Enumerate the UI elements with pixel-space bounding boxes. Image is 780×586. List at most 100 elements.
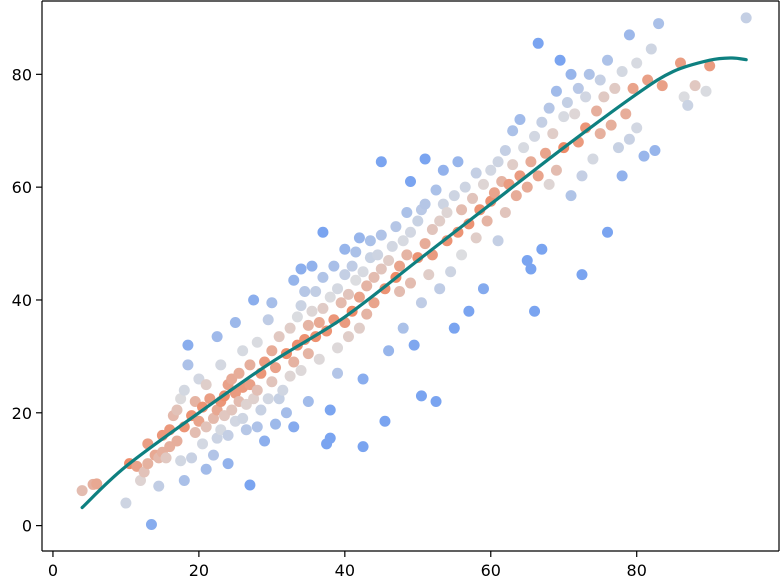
scatter-point [423,269,435,281]
scatter-point [324,291,336,303]
scatter-point [302,319,314,331]
scatter-point [175,455,187,467]
scatter-point [558,111,570,123]
scatter-point [448,190,460,202]
scatter-point [441,207,453,219]
scatter-point [481,215,493,227]
scatter-point [649,144,661,156]
scatter-point [674,57,686,69]
scatter-point [631,57,643,69]
scatter-point [200,463,212,475]
scatter-point [459,181,471,193]
scatter-point [306,305,318,317]
scatter-point [587,153,599,165]
y-tick-label: 60 [12,178,32,197]
scatter-point [383,254,395,266]
scatter-point [251,384,263,396]
scatter-point [583,68,595,80]
x-tick-label: 80 [627,561,647,580]
scatter-point [280,407,292,419]
scatter-point [240,424,252,436]
scatter-point [456,249,468,261]
scatter-point [383,345,395,357]
scatter-point [477,283,489,295]
scatter-point [532,170,544,182]
scatter-point [463,305,475,317]
trend-line-group [80,56,748,510]
scatter-point [445,266,457,278]
scatter-point [401,207,413,219]
scatter-point [332,283,344,295]
scatter-point [426,223,438,235]
scatter-point [485,164,497,176]
scatter-point [612,142,624,154]
axes [41,0,780,552]
scatter-point [324,404,336,416]
scatter-point [656,80,668,92]
scatter-point [499,144,511,156]
scatter-point [623,133,635,145]
scatter-point [594,128,606,140]
scatter-point [182,359,194,371]
scatter-point [405,176,416,188]
scatter-point [379,415,391,427]
scatter-point [76,485,88,497]
scatter-point [419,238,431,250]
scatter-point [353,291,365,303]
scatter-point [357,266,369,278]
scatter-point [244,359,256,371]
scatter-point [386,240,398,252]
scatter-point [197,438,209,450]
scatter-point [207,449,219,461]
scatter-point [492,156,504,168]
scatter-point [332,342,344,354]
scatter-point [470,167,482,179]
scatter-point [251,336,263,348]
scatter-point [645,43,657,55]
scatter-point [598,91,610,103]
scatter-point [339,243,351,255]
scatter-point [576,269,588,281]
scatter-point [237,412,249,424]
scatter-point [145,518,157,530]
scatter-point [569,108,581,120]
scatter-point [215,359,227,371]
scatter-point [284,322,296,334]
scatter-point [394,286,406,298]
scatter-point [273,393,285,405]
scatter-points [76,12,752,530]
scatter-point [602,226,614,238]
scatter-point [317,226,329,238]
scatter-point [547,128,559,140]
scatter-point [405,226,416,238]
scatter-point [266,376,278,388]
scatter-point [521,254,533,266]
scatter-point [153,480,165,492]
scatter-point [510,190,522,202]
x-tick-label: 0 [48,561,58,580]
scatter-point [335,297,347,309]
scatter-point [412,215,424,227]
scatter-point [361,308,373,320]
scatter-point [518,142,530,154]
scatter-point [397,322,409,334]
scatter-point [543,178,555,190]
scatter-point [572,82,584,94]
y-tick-label: 0 [22,517,32,536]
scatter-point [529,130,541,142]
scatter-point [273,331,285,343]
scatter-point [357,441,369,453]
scatter-point [539,147,551,159]
scatter-point [623,29,635,41]
scatter-point [638,150,650,162]
scatter-point [401,249,413,261]
scatter-point [437,164,449,176]
scatter-point [452,226,464,238]
scatter-point [631,122,643,134]
scatter-point [237,345,249,357]
scatter-point [270,362,282,374]
scatter-point [412,252,424,264]
scatter-point [463,218,475,230]
y-tick-label: 20 [12,404,32,423]
scatter-point [620,108,632,120]
